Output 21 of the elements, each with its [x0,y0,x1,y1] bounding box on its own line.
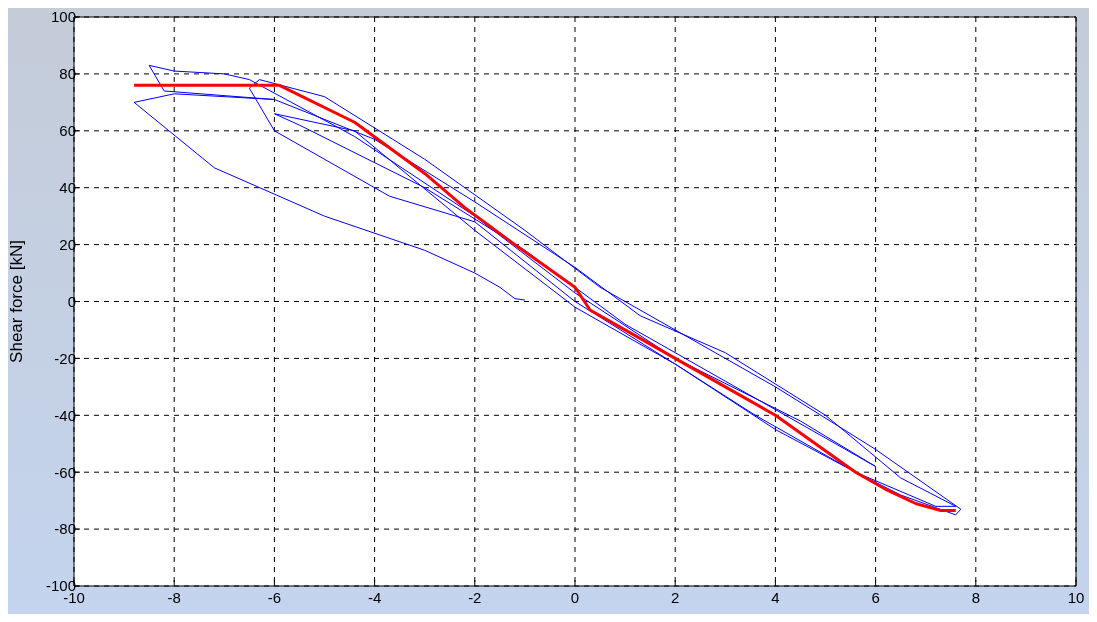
x-tick-label: 10 [1067,588,1085,606]
x-tick-label: 4 [771,588,780,606]
y-tick-label: -20 [54,349,76,367]
y-tick-label: -60 [54,463,76,481]
y-tick-label: 40 [59,179,76,197]
y-tick-label: 0 [67,292,76,310]
x-tick-label: 2 [671,588,680,606]
x-tick-label: -8 [167,588,181,606]
x-tick-label: 0 [570,588,580,606]
y-axis-title: Shear force [kN] [7,240,27,363]
y-tick-label: 100 [50,8,76,26]
y-tick-label: -80 [54,520,76,538]
x-tick-label: 6 [871,588,880,606]
x-tick-label: -2 [468,588,482,606]
y-tick-label: 20 [59,235,76,253]
y-tick-label: -40 [54,406,76,424]
y-tick-label: 60 [59,122,76,140]
y-tick-label: 80 [59,65,76,83]
x-tick-label: -6 [267,588,282,606]
x-tick-label: 8 [971,588,980,606]
x-tick-label: -4 [367,588,382,606]
